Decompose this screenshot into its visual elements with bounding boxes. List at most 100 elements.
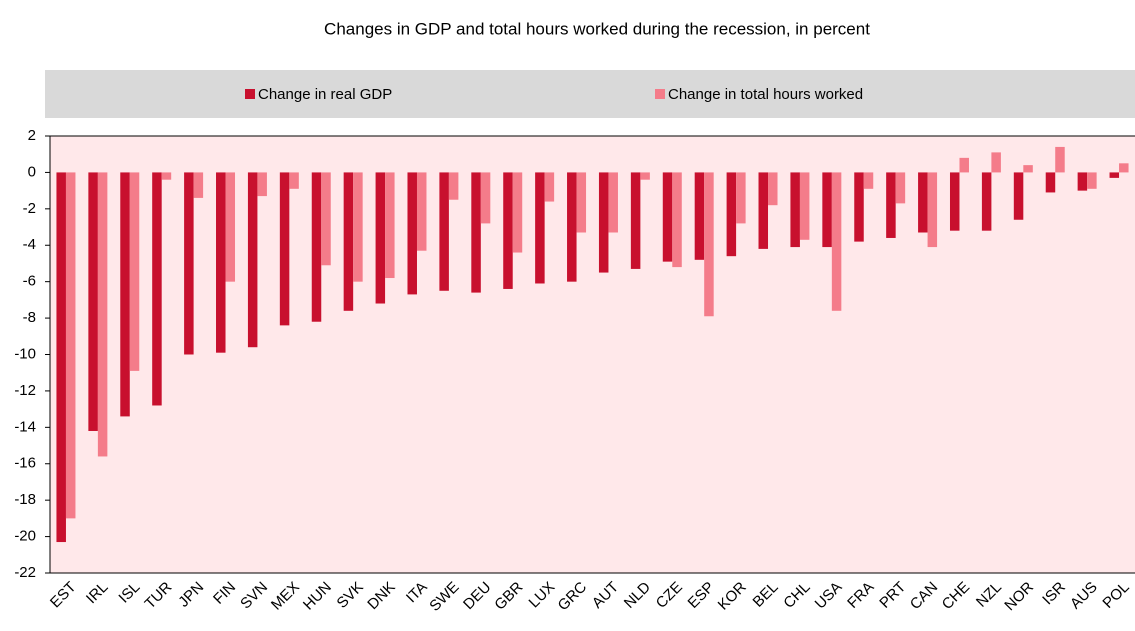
legend-label: Change in real GDP <box>258 86 392 103</box>
x-tick-label: CHE <box>939 579 973 613</box>
bar <box>88 172 98 431</box>
bar <box>863 172 874 189</box>
bar <box>161 172 172 180</box>
bar <box>576 172 587 233</box>
x-tick-label: LUX <box>526 579 559 612</box>
bar <box>311 172 322 322</box>
bar <box>959 157 969 173</box>
bar <box>65 172 76 519</box>
x-tick-label: USA <box>812 579 846 613</box>
x-tick-label: DEU <box>460 579 494 613</box>
y-tick-label: -18 <box>14 491 36 508</box>
bar <box>608 172 618 233</box>
bar <box>567 172 577 282</box>
bar <box>471 172 481 293</box>
bar <box>640 172 650 180</box>
legend-swatch <box>245 89 255 99</box>
x-tick-label: POL <box>1099 579 1132 612</box>
bar <box>630 172 641 269</box>
bar <box>152 172 162 406</box>
bar <box>448 172 459 200</box>
bar <box>927 172 938 248</box>
x-tick-label: KOR <box>715 579 750 614</box>
x-tick-label: ISL <box>115 579 143 607</box>
x-tick-label: HUN <box>300 579 335 614</box>
bar <box>321 172 331 266</box>
x-tick-label: CZE <box>653 579 686 612</box>
y-tick-label: -12 <box>14 382 36 399</box>
bar <box>854 172 864 242</box>
x-tick-label: CHL <box>780 579 813 612</box>
bar <box>831 172 842 311</box>
bar <box>981 172 992 231</box>
y-tick-label: 2 <box>28 127 36 144</box>
bar <box>480 172 491 224</box>
x-tick-label: NLD <box>621 579 654 612</box>
x-tick-label: EST <box>47 579 80 612</box>
y-tick-label: -20 <box>14 528 36 545</box>
x-tick-label: NZL <box>973 579 1005 611</box>
x-tick-label: AUT <box>589 579 622 612</box>
bar <box>129 172 140 371</box>
legend-label: Change in total hours worked <box>668 86 863 103</box>
bar <box>1045 172 1056 193</box>
y-tick-label: -8 <box>23 309 36 326</box>
y-tick-label: -22 <box>14 564 36 581</box>
bar <box>768 172 778 206</box>
y-tick-label: -14 <box>14 418 36 435</box>
bar <box>694 172 705 260</box>
bar <box>1055 146 1065 173</box>
chart-title: Changes in GDP and total hours worked du… <box>324 19 870 38</box>
bar <box>918 172 928 233</box>
bar <box>895 172 906 204</box>
bar <box>353 172 363 282</box>
y-tick-label: -6 <box>23 273 36 290</box>
x-tick-label: FIN <box>210 579 239 608</box>
x-tick-label: BEL <box>750 579 782 611</box>
x-tick-label: PRT <box>876 579 909 612</box>
x-tick-label: GBR <box>491 579 526 614</box>
bar <box>247 172 258 348</box>
bar <box>1023 165 1033 173</box>
y-tick-label: 0 <box>28 163 36 180</box>
bar <box>56 172 66 543</box>
bar <box>385 172 395 279</box>
y-tick-label: -2 <box>23 200 36 217</box>
x-tick-label: DNK <box>364 579 398 613</box>
bar <box>97 172 108 457</box>
x-tick-label: CAN <box>907 579 941 613</box>
bar <box>279 172 290 326</box>
bar <box>1087 172 1097 189</box>
bar <box>184 172 194 355</box>
bar <box>1109 172 1120 178</box>
bar <box>257 172 267 197</box>
x-tick-label: SVN <box>237 579 271 613</box>
bar <box>736 172 746 224</box>
bar <box>886 172 896 238</box>
y-tick-label: -10 <box>14 345 36 362</box>
bar <box>416 172 427 251</box>
bar <box>289 172 299 189</box>
bar <box>598 172 609 273</box>
bar <box>439 172 449 291</box>
bar <box>375 172 386 304</box>
bar <box>343 172 354 311</box>
bar <box>799 172 810 240</box>
bar <box>1119 163 1129 173</box>
x-tick-label: SVK <box>334 579 367 612</box>
x-tick-label: JPN <box>175 579 207 611</box>
x-tick-label: GRC <box>555 579 591 615</box>
x-tick-label: NOR <box>1001 579 1037 615</box>
x-tick-label: IRL <box>83 579 112 608</box>
bar <box>672 172 682 268</box>
bar <box>991 152 1001 173</box>
y-tick-label: -4 <box>23 236 36 253</box>
x-tick-label: TUR <box>142 578 176 612</box>
bar <box>822 172 832 248</box>
bar <box>216 172 226 353</box>
bar <box>704 172 714 317</box>
bar <box>1013 172 1024 220</box>
x-tick-label: SWE <box>426 579 462 615</box>
x-tick-label: ESP <box>685 579 718 612</box>
